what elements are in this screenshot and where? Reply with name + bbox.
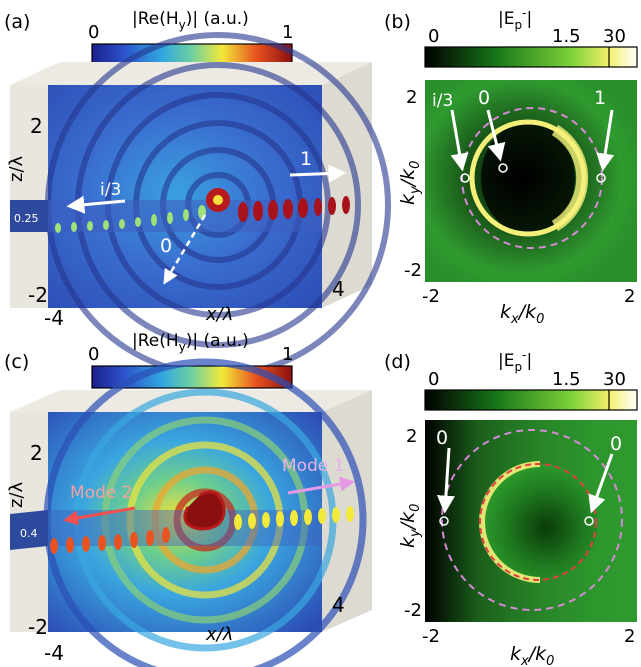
panel-a-cbar-title: |Re(Hy)| (a.u.): [132, 9, 249, 32]
panel-d-colorbar-green: [425, 390, 609, 410]
panel-d-x-left: -2: [422, 626, 440, 647]
panel-d-pointer-left-label: 0: [436, 427, 448, 449]
panel-b-cbar-mid: 1.5: [552, 26, 581, 47]
panel-d-dashed-pink: [441, 429, 623, 611]
panel-b-y-top: 2: [406, 87, 417, 108]
panel-a-mode-left: [55, 205, 206, 233]
panel-c-mode1-label: Mode 1: [282, 456, 345, 476]
panel-a-x-left: -4: [44, 306, 64, 330]
panel-a-label: (a): [4, 11, 30, 33]
panel-c-z-top: 2: [30, 441, 43, 465]
panel-d-pointer-right-label: 0: [610, 433, 622, 455]
panel-d-y-label: ky/k0: [397, 504, 423, 548]
panel-b-pointer-center-label: 0: [478, 87, 490, 109]
panel-c-box-top: [10, 390, 372, 412]
panel-d-dashed-red: [479, 463, 597, 581]
panel-c-source: [183, 490, 226, 531]
panel-b-pointer-right: [596, 109, 615, 172]
panel-a: (a) 0 |Re(Hy)| (a.u.) 1 0.25: [4, 9, 391, 378]
panel-b-pointer-left-label: i/3: [432, 91, 453, 111]
panel-c-x-label: x/λ: [205, 624, 233, 645]
panel-b-x-right: 2: [624, 286, 635, 307]
panel-b-pointer-right-label: 1: [594, 87, 606, 109]
panel-b-cbar-title: |Ep-|: [498, 6, 532, 32]
panel-c-label: (c): [4, 351, 29, 373]
panel-a-arrow-right: [289, 164, 347, 183]
panel-c-cbar-max: 1: [282, 344, 293, 365]
panel-c-mode-left: [50, 527, 170, 554]
panel-d-pointer-left: [436, 447, 455, 514]
panel-b-pointer-center: [486, 109, 506, 162]
panel-a-cbar-min: 0: [88, 22, 99, 43]
panel-d-colorbar-yellow: [609, 390, 637, 410]
panel-b-colorbar-green: [425, 47, 609, 67]
panel-a-x-label: x/λ: [205, 304, 233, 325]
panel-b-y-bottom: -2: [404, 260, 422, 281]
panel-d-label: (d): [384, 351, 411, 373]
panel-a-slab-edge: [10, 200, 48, 232]
panel-d-cbar-min: 0: [428, 369, 439, 390]
panel-b-colorbar-yellow: [609, 47, 637, 67]
panel-d-x-label: kx/k0: [510, 643, 554, 667]
panel-b-dashed-circle: [461, 107, 603, 249]
panel-a-z-label: z/λ: [6, 155, 27, 182]
panel-a-cbar-max: 1: [282, 22, 293, 43]
panel-c-cbar-min: 0: [88, 344, 99, 365]
panel-d-pointer-right: [588, 453, 614, 514]
panel-d-cbar-max: 30: [603, 369, 626, 390]
panel-b: (b) 0 |Ep-| 1.5 30 i/3 0 1 2 ky/k0 -2 -2…: [384, 6, 638, 327]
panel-a-arrow-down: [163, 214, 207, 285]
panel-a-arrow-right-label: 1: [300, 148, 312, 170]
panel-b-pointer-left: [450, 109, 469, 172]
panel-c-x-left: -4: [44, 641, 64, 665]
panel-a-arrow-left-label: i/3: [100, 180, 121, 200]
panel-c-cbar-title: |Re(Hy)| (a.u.): [132, 331, 249, 354]
panel-a-arrow-left: [66, 195, 126, 214]
panel-b-cbar-min: 0: [428, 26, 439, 47]
panel-c-mode2-label: Mode 2: [70, 483, 133, 503]
panel-d-y-top: 2: [406, 426, 417, 447]
panel-b-x-label: kx/k0: [500, 301, 544, 327]
panel-c-arrow-mode2: [63, 506, 136, 526]
panel-a-box-leftside: [10, 85, 48, 308]
panel-c-x-right: 4: [332, 593, 345, 617]
panel-a-mode-right: [238, 196, 350, 222]
panel-c-z-bottom: -2: [28, 615, 48, 639]
panel-c-z-label: z/λ: [6, 481, 27, 508]
panel-a-z-top: 2: [30, 114, 43, 138]
panel-d-cbar-mid: 1.5: [552, 369, 581, 390]
panel-c-arrow-mode1: [287, 476, 355, 495]
panel-a-slab-thickness: 0.25: [14, 212, 39, 225]
panel-b-cbar-max: 30: [603, 26, 626, 47]
panel-a-x-right: 4: [332, 277, 345, 301]
panel-c-slab-edge: [10, 510, 48, 550]
panel-d-cbar-title: |Ep-|: [498, 348, 532, 374]
panel-c-mode-right: [234, 506, 354, 530]
panel-d-x-right: 2: [624, 626, 635, 647]
panel-d-y-bottom: -2: [404, 600, 422, 621]
panel-b-label: (b): [384, 11, 411, 33]
panel-a-field: [48, 85, 322, 308]
panel-b-x-left: -2: [422, 286, 440, 307]
panel-b-y-label: ky/k0: [397, 161, 423, 205]
panel-d: (d) 0 |Ep-| 1.5 30 0 0 2 ky/k0 -2 -2 kx/…: [384, 348, 638, 667]
panel-c: (c) 0 |Re(Hy)| (a.u.) 1 0.4: [4, 331, 372, 667]
panel-c-slab-thickness: 0.4: [20, 527, 38, 540]
panel-a-arrow-down-label: 0: [160, 235, 172, 257]
panel-a-z-bottom: -2: [28, 283, 48, 307]
